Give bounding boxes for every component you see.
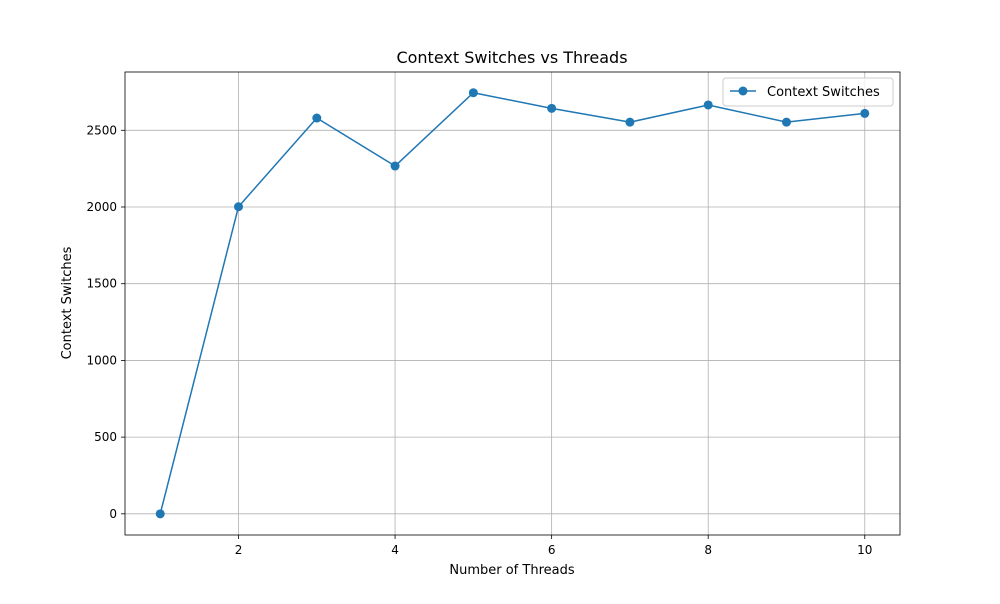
y-tick-label: 1500 (86, 277, 117, 291)
x-tick-label: 10 (857, 543, 872, 557)
legend-box (722, 77, 894, 107)
chart-title: Context Switches vs Threads (396, 48, 627, 67)
data-point (860, 108, 870, 118)
data-point (234, 202, 244, 212)
y-axis-label: Context Switches (60, 246, 75, 359)
data-point (468, 88, 478, 98)
data-point (547, 103, 557, 113)
plot-frame (124, 71, 901, 536)
x-axis-label: Number of Threads (449, 563, 574, 578)
grid-lines (125, 72, 900, 535)
data-point (312, 113, 322, 123)
data-point (703, 100, 713, 110)
data-point (155, 509, 165, 519)
series-line (159, 91, 865, 515)
legend: Context Switches (722, 77, 894, 107)
x-tick-label: 8 (704, 543, 712, 557)
y-tick-label: 500 (94, 430, 117, 444)
x-tick-label: 6 (548, 543, 556, 557)
tick-labels: 2 4 6 8 10 0 500 1000 1500 2000 2500 (86, 123, 872, 557)
legend-label: Context Switches (767, 85, 880, 100)
x-tick-label: 4 (391, 543, 399, 557)
y-tick-label: 1000 (86, 353, 117, 367)
y-tick-label: 0 (109, 507, 117, 521)
series-layer (155, 88, 870, 519)
axes (124, 71, 901, 536)
data-point (781, 117, 791, 127)
y-tick-label: 2500 (86, 123, 117, 137)
data-point (625, 117, 635, 127)
data-point (390, 161, 400, 171)
legend-marker-swatch (738, 86, 748, 96)
x-tick-label: 2 (235, 543, 243, 557)
y-tick-label: 2000 (86, 200, 117, 214)
